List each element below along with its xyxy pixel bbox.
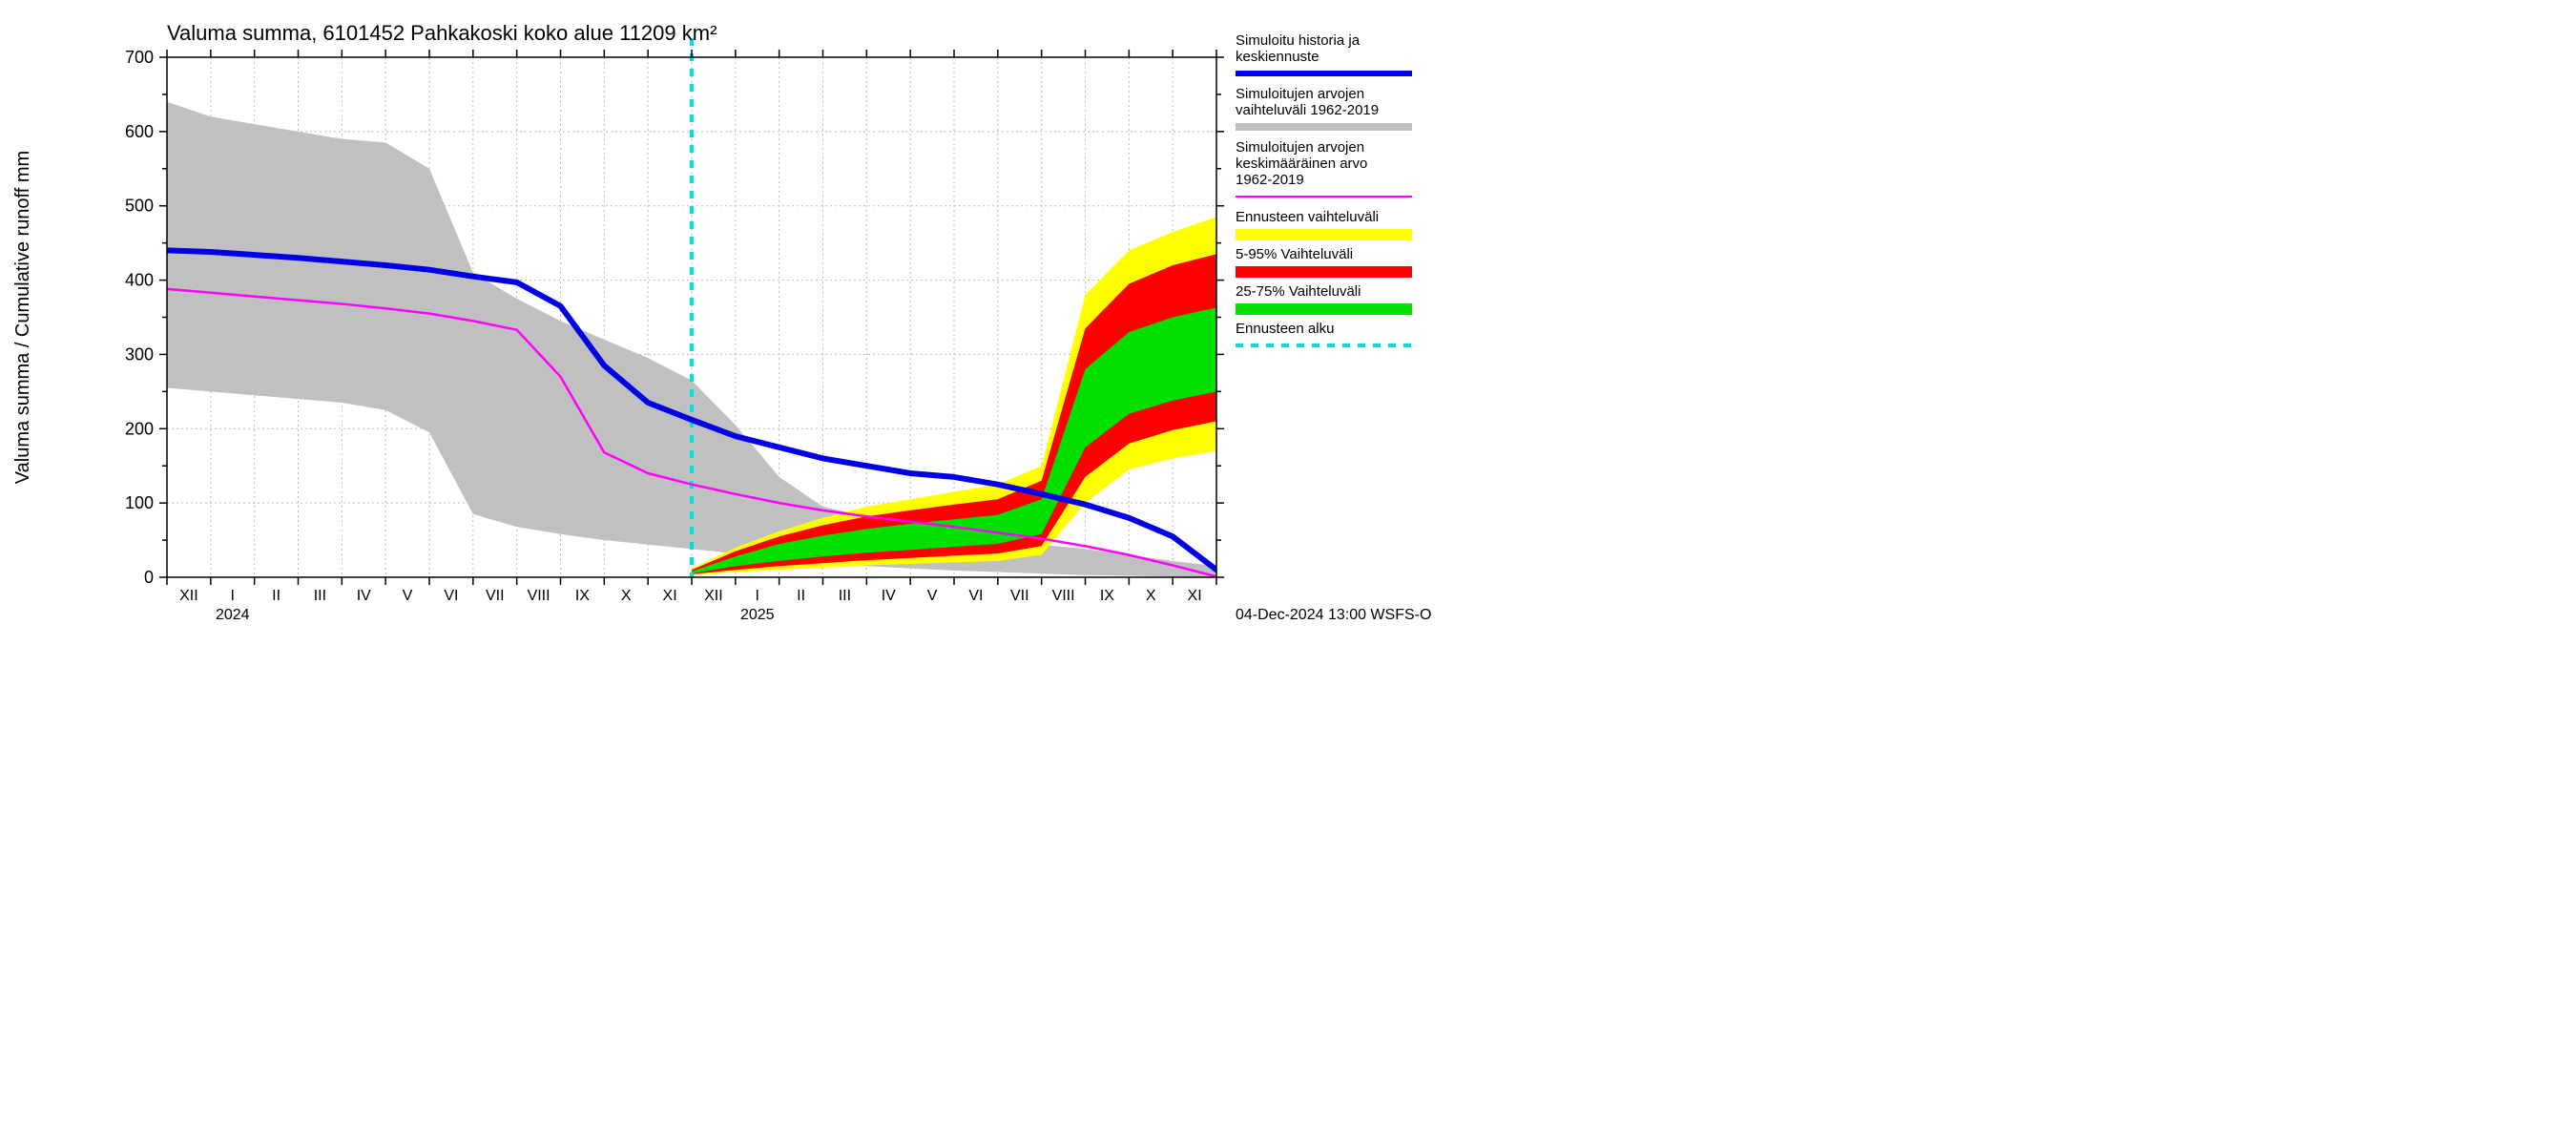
x-tick-label: XI <box>663 588 677 604</box>
x-tick-label: VIII <box>528 588 551 604</box>
x-tick-label: III <box>314 588 326 604</box>
y-tick-label: 600 <box>125 122 154 141</box>
legend-swatch <box>1236 266 1412 278</box>
x-tick-label: VIII <box>1052 588 1075 604</box>
x-tick-label: VII <box>486 588 505 604</box>
x-tick-label: IX <box>575 588 590 604</box>
x-tick-label: IV <box>882 588 896 604</box>
legend-label: keskimääräinen arvo <box>1236 156 1367 172</box>
legend-swatch <box>1236 303 1412 315</box>
legend: Simuloitu historia jakeskiennuste Simuloi… <box>1236 32 1412 345</box>
x-tick-label: II <box>797 588 805 604</box>
x-tick-label: XI <box>1188 588 1202 604</box>
x-tick-label: XII <box>704 588 723 604</box>
legend-swatch <box>1236 229 1412 240</box>
chart-container: 0100200300400500600700XIIIIIIIIIVVVIVIIV… <box>0 0 1431 668</box>
x-tick-label: V <box>927 588 938 604</box>
x-tick-label: II <box>272 588 280 604</box>
legend-label: Simuloitu historia ja <box>1236 32 1361 49</box>
runoff-chart: 0100200300400500600700XIIIIIIIIIVVVIVIIV… <box>0 0 1431 668</box>
legend-label: keskiennuste <box>1236 49 1319 65</box>
x-tick-label: VI <box>968 588 983 604</box>
x-tick-label: IV <box>357 588 371 604</box>
legend-label: vaihteluväli 1962-2019 <box>1236 102 1379 118</box>
footer-timestamp: 04-Dec-2024 13:00 WSFS-O <box>1236 607 1431 623</box>
x-tick-label: VI <box>444 588 458 604</box>
x-tick-label: I <box>231 588 235 604</box>
x-tick-label: IX <box>1100 588 1114 604</box>
x-tick-label: X <box>1146 588 1156 604</box>
x-tick-label: V <box>403 588 413 604</box>
x-tick-label: XII <box>179 588 198 604</box>
x-tick-label: I <box>756 588 759 604</box>
y-tick-label: 100 <box>125 493 154 512</box>
legend-label: 1962-2019 <box>1236 172 1304 188</box>
y-tick-label: 300 <box>125 344 154 364</box>
legend-label: Simuloitujen arvojen <box>1236 139 1364 156</box>
y-tick-label: 400 <box>125 271 154 290</box>
year-label: 2024 <box>216 607 250 623</box>
legend-label: Ennusteen vaihteluväli <box>1236 209 1379 225</box>
legend-label: 5-95% Vaihteluväli <box>1236 246 1353 262</box>
x-tick-label: VII <box>1010 588 1029 604</box>
y-tick-label: 0 <box>144 568 154 587</box>
y-tick-label: 200 <box>125 419 154 438</box>
y-axis-label: Valuma summa / Cumulative runoff mm <box>12 151 33 484</box>
year-label: 2025 <box>740 607 775 623</box>
y-tick-label: 700 <box>125 48 154 67</box>
x-tick-label: III <box>839 588 851 604</box>
y-tick-label: 500 <box>125 197 154 216</box>
legend-label: Simuloitujen arvojen <box>1236 86 1364 102</box>
legend-label: Ennusteen alku <box>1236 321 1334 337</box>
legend-label: 25-75% Vaihteluväli <box>1236 283 1361 300</box>
x-tick-label: X <box>621 588 632 604</box>
chart-title: Valuma summa, 6101452 Pahkakoski koko al… <box>167 21 717 45</box>
